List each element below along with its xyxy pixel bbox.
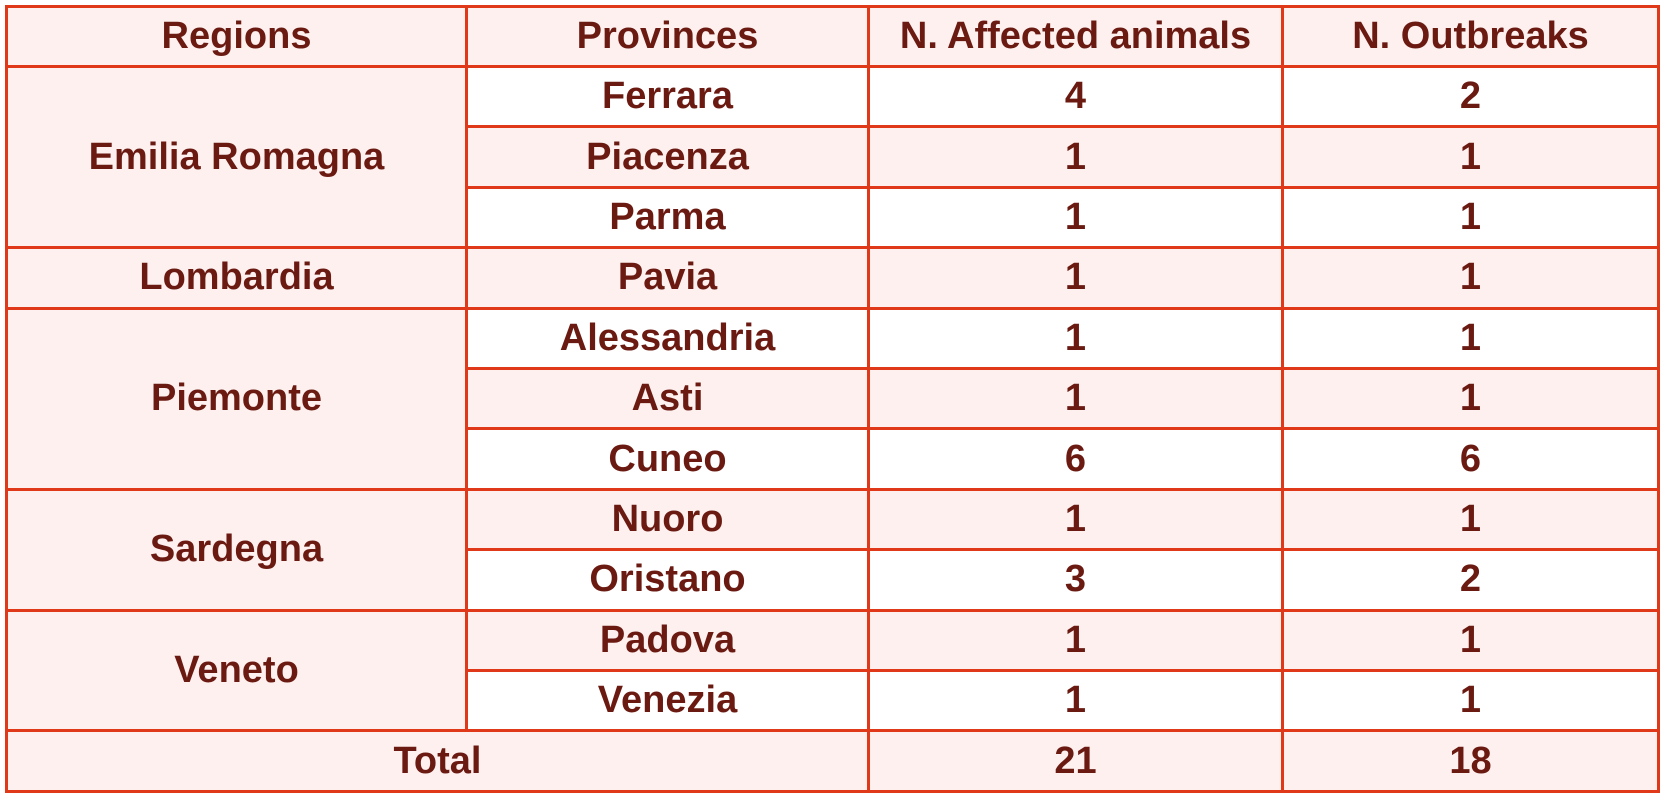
table-row: Venezia 1 1 xyxy=(7,669,1660,733)
affected-cell: 4 xyxy=(867,64,1284,129)
outbreaks-table: Regions Provinces N. Affected animals N.… xyxy=(5,5,1660,793)
outbreaks-cell: 1 xyxy=(1281,246,1660,310)
outbreaks-cell: 1 xyxy=(1281,367,1660,431)
affected-cell: 1 xyxy=(867,367,1284,431)
region-cell: Lombardia xyxy=(5,246,468,310)
affected-cell: 3 xyxy=(867,548,1284,612)
province-cell: Asti xyxy=(465,367,870,431)
affected-cell: 1 xyxy=(867,246,1284,310)
header-regions: Regions xyxy=(5,5,468,68)
total-outbreaks: 18 xyxy=(1281,729,1660,793)
table-row: Veneto Padova 1 1 xyxy=(5,608,1660,733)
province-cell: Piacenza xyxy=(465,125,870,189)
outbreaks-cell: 2 xyxy=(1281,64,1660,129)
table-row: Oristano 3 2 xyxy=(7,548,1660,612)
province-cell: Parma xyxy=(465,185,870,250)
total-row: Total 21 18 xyxy=(5,729,1660,793)
header-row: Regions Provinces N. Affected animals N.… xyxy=(5,5,1660,68)
outbreaks-cell: 2 xyxy=(1281,548,1660,612)
province-cell: Padova xyxy=(465,608,870,673)
province-cell: Alessandria xyxy=(465,306,870,371)
table-row: Piacenza 1 1 xyxy=(7,125,1660,189)
province-cell: Cuneo xyxy=(465,427,870,491)
province-cell: Venezia xyxy=(465,669,870,733)
affected-cell: 1 xyxy=(867,125,1284,189)
affected-cell: 1 xyxy=(867,306,1284,371)
region-cell: Emilia Romagna xyxy=(5,64,468,250)
table-row: Cuneo 6 6 xyxy=(7,427,1660,491)
affected-cell: 6 xyxy=(867,427,1284,491)
affected-cell: 1 xyxy=(867,669,1284,733)
affected-cell: 1 xyxy=(867,185,1284,250)
table-row: Piemonte Alessandria 1 1 xyxy=(5,306,1660,491)
province-cell: Pavia xyxy=(465,246,870,310)
province-cell: Oristano xyxy=(465,548,870,612)
province-cell: Ferrara xyxy=(465,64,870,129)
outbreaks-cell: 6 xyxy=(1281,427,1660,491)
outbreaks-cell: 1 xyxy=(1281,125,1660,189)
region-cell: Sardegna xyxy=(5,487,468,612)
outbreaks-cell: 1 xyxy=(1281,608,1660,673)
header-affected-animals: N. Affected animals xyxy=(867,5,1284,68)
header-outbreaks: N. Outbreaks xyxy=(1281,5,1660,68)
affected-cell: 1 xyxy=(867,608,1284,673)
table-row: Sardegna Nuoro 1 1 xyxy=(5,487,1660,612)
region-cell: Piemonte xyxy=(5,306,468,491)
total-affected: 21 xyxy=(867,729,1284,793)
outbreaks-cell: 1 xyxy=(1281,669,1660,733)
outbreaks-cell: 1 xyxy=(1281,487,1660,552)
total-label: Total xyxy=(5,729,870,793)
table-row: Asti 1 1 xyxy=(7,367,1660,431)
table-row: Parma 1 1 xyxy=(7,185,1660,250)
region-cell: Veneto xyxy=(5,608,468,733)
table-row: Lombardia Pavia 1 1 xyxy=(5,246,1660,310)
header-provinces: Provinces xyxy=(465,5,870,68)
outbreaks-cell: 1 xyxy=(1281,306,1660,371)
outbreaks-cell: 1 xyxy=(1281,185,1660,250)
table-row: Emilia Romagna Ferrara 4 2 xyxy=(5,64,1660,250)
province-cell: Nuoro xyxy=(465,487,870,552)
affected-cell: 1 xyxy=(867,487,1284,552)
